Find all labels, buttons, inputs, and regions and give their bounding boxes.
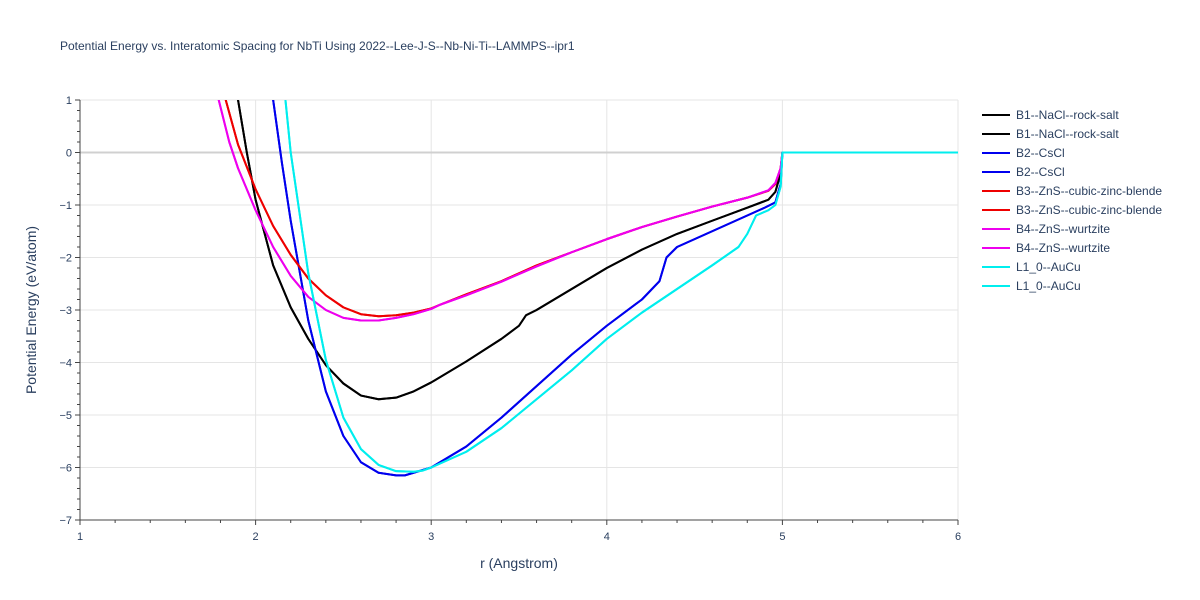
x-tick-label: 1 [77,531,83,543]
y-axis-title: Potential Energy (eV/atom) [23,226,39,394]
legend-label: B3--ZnS--cubic-zinc-blende [1016,184,1162,198]
legend-item[interactable]: L1_0--AuCu [982,279,1081,293]
x-tick-label: 5 [779,531,785,543]
chart-title: Potential Energy vs. Interatomic Spacing… [60,39,575,53]
legend-item[interactable]: B1--NaCl--rock-salt [982,127,1119,141]
legend-item[interactable]: B2--CsCl [982,146,1065,160]
legend-item[interactable]: B4--ZnS--wurtzite [982,241,1110,255]
x-tick-label: 4 [604,531,610,543]
series-line-9 [284,100,958,473]
legend-item[interactable]: B1--NaCl--rock-salt [982,108,1119,122]
legend-label: B2--CsCl [1016,146,1065,160]
y-tick-label: 1 [66,95,72,107]
legend-label: B4--ZnS--wurtzite [1016,241,1110,255]
y-tick-label: −6 [59,463,72,475]
y-tick-label: 0 [66,148,72,160]
series-line-1 [237,100,958,401]
y-tick-label: −1 [59,200,72,212]
legend-label: B1--NaCl--rock-salt [1016,108,1119,122]
series-line-7 [217,100,958,322]
legend-label: L1_0--AuCu [1016,279,1081,293]
series-line-3 [272,100,958,477]
legend[interactable]: B1--NaCl--rock-salt B1--NaCl--rock-salt B2… [982,108,1162,293]
y-tick-label: −2 [59,253,72,265]
series-lines [217,100,958,477]
legend-item[interactable]: L1_0--AuCu [982,260,1081,274]
y-tick-label: −7 [59,515,72,527]
legend-label: B3--ZnS--cubic-zinc-blende [1016,203,1162,217]
legend-item[interactable]: B3--ZnS--cubic-zinc-blende [982,203,1162,217]
axes: 1 2 3 4 5 6 1 0 −1 −2 −3 −4 −5 −6 −7 [59,95,961,543]
x-tick-label: 3 [428,531,434,543]
y-tick-label: −3 [59,305,72,317]
x-tick-label: 2 [253,531,259,543]
legend-label: B1--NaCl--rock-salt [1016,127,1119,141]
y-tick-label: −4 [59,358,72,370]
legend-label: L1_0--AuCu [1016,260,1081,274]
legend-item[interactable]: B4--ZnS--wurtzite [982,222,1110,236]
legend-label: B4--ZnS--wurtzite [1016,222,1110,236]
legend-item[interactable]: B3--ZnS--cubic-zinc-blende [982,184,1162,198]
x-tick-label: 6 [955,531,961,543]
x-axis-title: r (Angstrom) [480,555,558,571]
legend-item[interactable]: B2--CsCl [982,165,1065,179]
legend-label: B2--CsCl [1016,165,1065,179]
y-tick-label: −5 [59,410,72,422]
